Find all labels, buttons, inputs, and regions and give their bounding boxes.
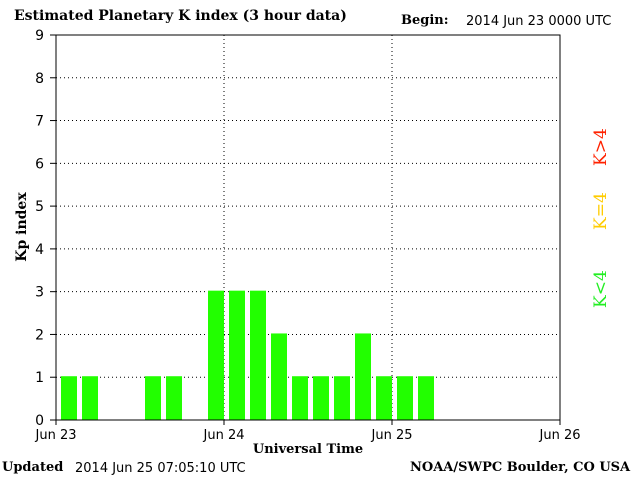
kp-bar — [250, 290, 266, 420]
x-tick-label: Jun 24 — [203, 428, 245, 443]
kp-bar — [334, 376, 350, 420]
begin-label: Begin: — [401, 13, 449, 28]
plot-frame — [55, 34, 561, 421]
y-tick-label: 5 — [35, 199, 44, 215]
credit-text: NOAA/SWPC Boulder, CO USA — [410, 460, 631, 475]
kp-bar — [397, 376, 413, 420]
y-tick-label: 6 — [35, 156, 44, 172]
y-tick-label: 3 — [35, 285, 44, 301]
kp-bar — [82, 376, 98, 420]
x-axis-label: Universal Time — [253, 442, 363, 457]
kp-bar — [166, 376, 182, 420]
kp-bar — [271, 333, 287, 420]
bar-series — [61, 290, 434, 420]
chart-title: Estimated Planetary K index (3 hour data… — [14, 8, 347, 24]
y-tick-label: 0 — [35, 413, 44, 429]
kp-bar — [208, 290, 224, 420]
y-tick-label: 9 — [35, 28, 44, 44]
y-tick-label: 7 — [35, 114, 44, 130]
legend-high: K>4 — [591, 128, 611, 166]
kp-bar — [418, 376, 434, 420]
y-axis-label: Kp index — [14, 192, 30, 262]
kp-bar — [61, 376, 77, 420]
updated-label: Updated — [2, 460, 64, 475]
begin-value: 2014 Jun 23 0000 UTC — [466, 14, 612, 29]
y-tick-label: 8 — [35, 71, 44, 87]
updated-value: 2014 Jun 25 07:05:10 UTC — [75, 461, 246, 476]
x-tick-label: Jun 25 — [371, 428, 413, 443]
kp-bar — [355, 333, 371, 420]
grid-lines — [56, 35, 560, 420]
y-tick-label: 2 — [35, 327, 44, 343]
kp-bar — [313, 376, 329, 420]
axis-ticks: 0 1 2 3 4 5 6 7 8 9 Jun 23 Jun 24 Jun 25 Jun 26 — [35, 28, 581, 443]
kp-bar — [145, 376, 161, 420]
kp-bar — [292, 376, 308, 420]
x-tick-label: Jun 23 — [35, 428, 77, 443]
legend-equal: K=4 — [591, 192, 611, 230]
legend-low: K<4 — [591, 270, 611, 308]
y-tick-label: 4 — [35, 242, 44, 258]
kp-bar — [376, 376, 392, 420]
x-tick-label: Jun 26 — [539, 428, 581, 443]
y-tick-label: 1 — [35, 370, 44, 386]
kp-bar — [229, 290, 245, 420]
